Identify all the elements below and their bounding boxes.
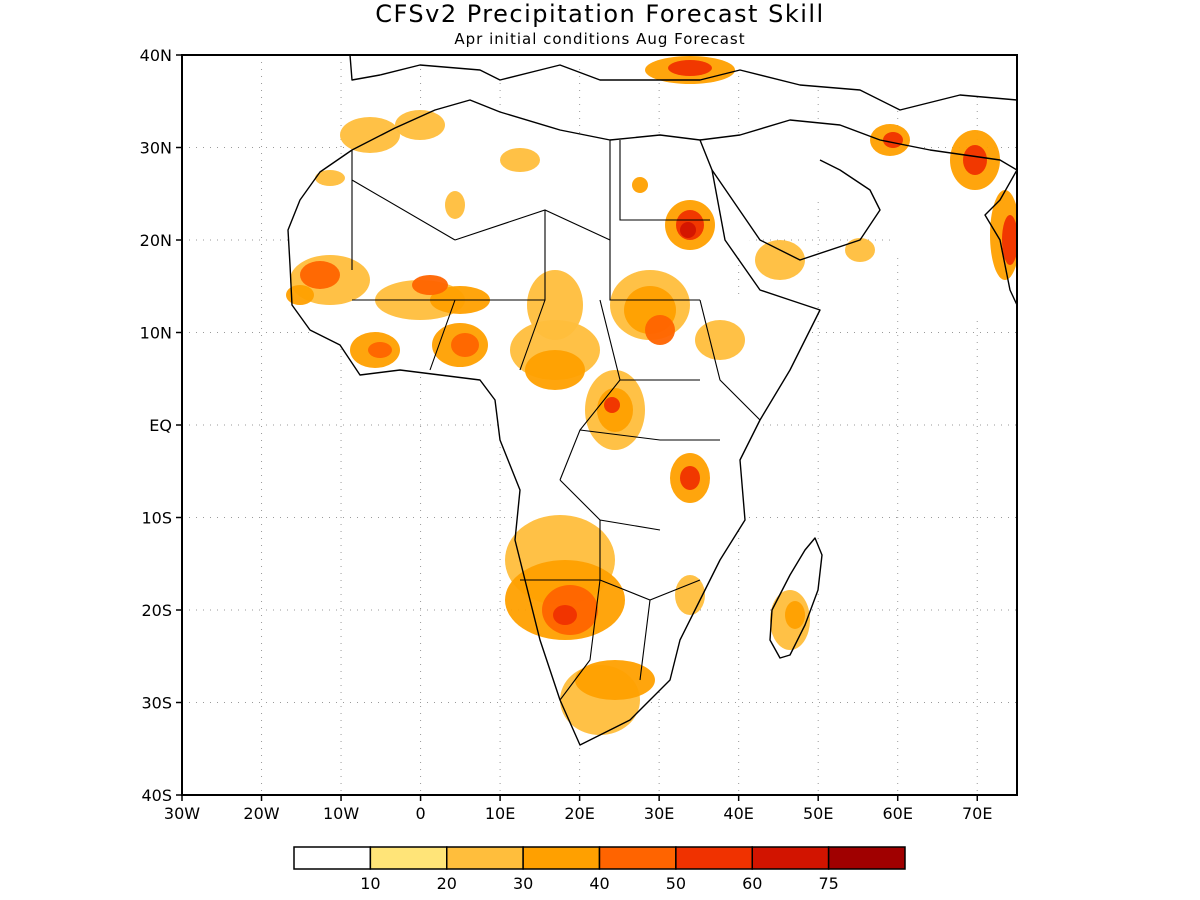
colorbar-label: 10 xyxy=(360,874,380,893)
skill-contour-patch xyxy=(315,170,345,186)
skill-contour-patch xyxy=(500,148,540,172)
skill-contour-patch xyxy=(451,333,479,357)
latitude-axis: 40N 30N 20N 10N EQ 10S 20S 30S 40S xyxy=(140,46,182,805)
skill-contour-patch xyxy=(286,285,314,305)
india-coastline xyxy=(984,169,1017,306)
skill-contour-patch xyxy=(553,605,577,625)
colorbar-swatch xyxy=(751,846,830,870)
europe-fragment xyxy=(350,55,1017,110)
skill-contour-patch xyxy=(755,240,805,280)
lon-tick-label: 70E xyxy=(962,804,992,823)
colorbar-swatch xyxy=(446,846,524,870)
lat-tick-label: EQ xyxy=(149,416,172,435)
skill-contour-patch xyxy=(412,275,448,295)
skill-contour-patch xyxy=(680,466,700,490)
lat-tick-label: 40S xyxy=(141,786,172,805)
skill-contour-patch xyxy=(645,315,675,345)
lat-tick-label: 20S xyxy=(141,601,172,620)
skill-contour-patch xyxy=(963,145,987,175)
chart-subtitle: Apr initial conditions Aug Forecast xyxy=(454,30,745,48)
skill-contour-patch xyxy=(340,117,400,153)
colorbar-label: 40 xyxy=(589,874,609,893)
lon-tick-label: 30W xyxy=(164,804,200,823)
skill-contour-patch xyxy=(575,660,655,700)
colorbar-swatch xyxy=(522,846,601,870)
skill-contour-patch xyxy=(845,238,875,262)
lat-tick-label: 10N xyxy=(140,324,172,343)
skill-contour-patch xyxy=(395,110,445,140)
lat-tick-label: 10S xyxy=(141,509,172,528)
country-borders xyxy=(351,140,761,701)
colorbar-swatch xyxy=(675,846,753,870)
lon-tick-label: 60E xyxy=(882,804,912,823)
colorbar-label: 30 xyxy=(513,874,533,893)
lat-tick-label: 20N xyxy=(140,231,172,250)
longitude-axis: 30W 20W 10W 0 10E 20E 30E 40E 50E 60E 70E xyxy=(164,795,992,823)
madagascar-coastline xyxy=(769,537,823,659)
europe-coastline xyxy=(349,55,1017,111)
colorbar-swatch xyxy=(369,846,448,870)
lon-tick-label: 50E xyxy=(803,804,833,823)
colorbar-label: 75 xyxy=(818,874,838,893)
lat-tick-label: 40N xyxy=(140,46,172,65)
colorbar-swatch xyxy=(598,846,677,870)
skill-contour-patch xyxy=(668,60,712,76)
africa-coastline xyxy=(287,99,821,746)
lon-tick-label: 0 xyxy=(415,804,425,823)
lat-tick-label: 30N xyxy=(140,139,172,158)
colorbar-swatch xyxy=(293,846,372,870)
lon-tick-label: 20W xyxy=(243,804,279,823)
skill-contour-patch xyxy=(368,342,392,358)
lat-tick-label: 30S xyxy=(141,694,172,713)
lon-tick-label: 30E xyxy=(644,804,674,823)
lon-tick-label: 40E xyxy=(723,804,753,823)
skill-contour-patch xyxy=(1002,215,1017,265)
skill-contour-patch xyxy=(680,222,696,238)
lon-tick-label: 10W xyxy=(323,804,359,823)
lon-tick-label: 10E xyxy=(485,804,515,823)
skill-contour-patch xyxy=(300,261,340,289)
skill-contour-patch xyxy=(675,575,705,615)
arabia-coastline xyxy=(699,119,1017,261)
colorbar-label: 20 xyxy=(437,874,457,893)
coastlines xyxy=(287,55,1017,746)
colorbar-label: 60 xyxy=(742,874,762,893)
lon-tick-label: 20E xyxy=(564,804,594,823)
skill-contour-patch xyxy=(632,177,648,193)
africa-landmass xyxy=(288,100,1017,745)
colorbar-swatch xyxy=(827,846,906,870)
skill-contour-patch xyxy=(883,132,903,148)
skill-contour-patch xyxy=(785,601,805,629)
skill-contour-patch xyxy=(445,191,465,219)
colorbar-label: 50 xyxy=(666,874,686,893)
chart-title: CFSv2 Precipitation Forecast Skill xyxy=(375,0,824,28)
skill-contour-patch xyxy=(525,350,585,390)
skill-contour-patch xyxy=(695,320,745,360)
skill-contour-patch xyxy=(604,397,620,413)
colorbar: 10 20 30 40 50 60 75 xyxy=(293,846,906,893)
